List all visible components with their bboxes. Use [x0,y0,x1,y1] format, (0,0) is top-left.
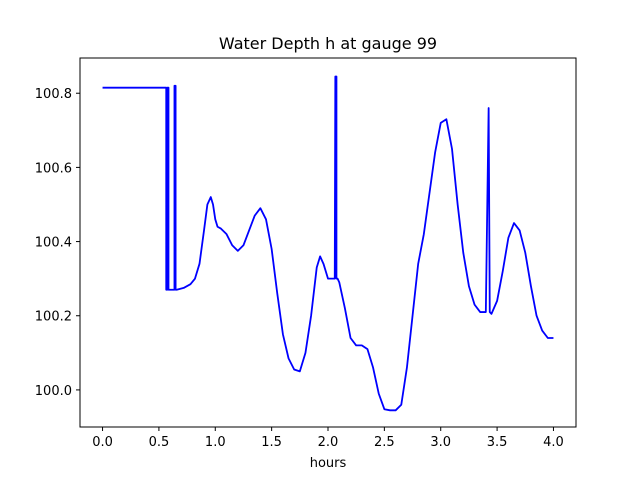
x-tick-label: 4.0 [543,435,564,450]
x-axis-label: hours [310,456,347,471]
x-tick-label: 3.0 [430,435,451,450]
chart-title: Water Depth h at gauge 99 [219,34,437,53]
y-tick-label: 100.8 [35,87,72,102]
y-tick-label: 100.4 [35,236,72,251]
y-tick-label: 100.2 [35,310,72,325]
x-tick-label: 1.5 [261,435,282,450]
plot-area [102,75,554,412]
y-tick-label: 100.0 [35,384,72,399]
x-tick-label: 2.5 [374,435,395,450]
y-tick-label: 100.6 [35,161,72,176]
axes: 0.0 0.5 1.0 1.5 2.0 2.5 3.0 3.5 4.0 100.0 100.2 100… [35,57,577,450]
x-tick-label: 0.0 [92,435,113,450]
x-tick-label: 1.0 [205,435,226,450]
x-tick-label: 0.5 [149,435,170,450]
x-tick-label: 2.0 [318,435,339,450]
x-tick-label: 3.5 [487,435,508,450]
series-line-0 [102,75,554,412]
